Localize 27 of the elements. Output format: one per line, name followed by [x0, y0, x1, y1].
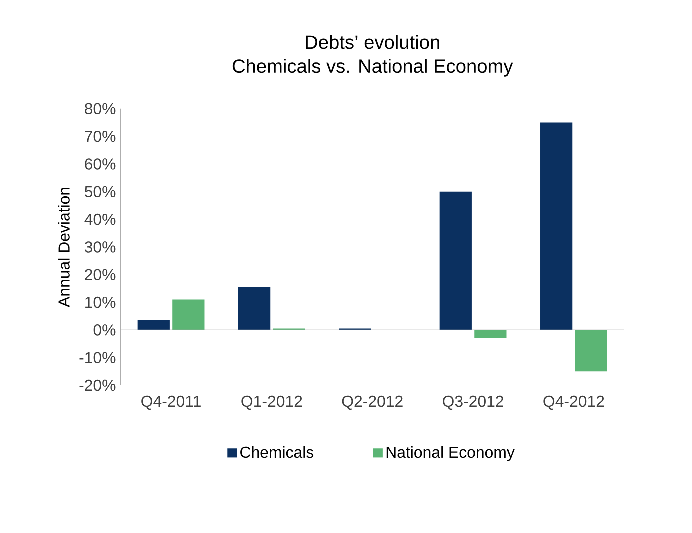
bar [474, 330, 507, 339]
y-tick-label: -10% [80, 352, 116, 364]
y-tick-label: 0% [94, 324, 116, 336]
bar [540, 122, 573, 330]
legend-label: Chemicals [240, 446, 314, 458]
y-tick-label: -20% [80, 380, 116, 392]
y-tick-label: 80% [85, 103, 116, 115]
x-tick-label: Q1-2012 [242, 396, 302, 410]
y-tick-label: 60% [85, 158, 116, 170]
x-tick-label: Q2-2012 [342, 396, 403, 410]
bar [440, 192, 472, 330]
bar [138, 320, 170, 330]
bar [575, 330, 608, 372]
y-tick-label: 30% [84, 242, 116, 253]
y-tick-label: 10% [86, 296, 116, 308]
chart-title: Debts’ evolution Chemicals vs. National Economy [232, 35, 514, 77]
y-tick-label: 70% [85, 130, 116, 142]
x-tick-label: Q3-2012 [443, 396, 504, 410]
x-tick-label: Q4-2012 [544, 396, 604, 410]
y-tick-label: 50% [84, 186, 116, 198]
x-tick-label: Q4-2011 [142, 396, 201, 410]
y-tick-label: 40% [84, 214, 116, 226]
bar [172, 300, 205, 330]
y-tick-label: 20% [85, 269, 116, 281]
legend-label: National Economy [386, 446, 515, 462]
bar [238, 287, 271, 330]
y-axis-title: Annual Deviation [58, 188, 70, 308]
